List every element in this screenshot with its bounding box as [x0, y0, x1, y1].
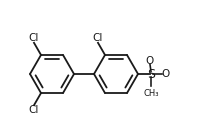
Text: O: O: [162, 69, 170, 79]
Text: S: S: [147, 67, 155, 80]
Text: O: O: [146, 56, 154, 66]
Text: CH₃: CH₃: [143, 89, 159, 97]
Text: Cl: Cl: [29, 33, 39, 43]
Text: Cl: Cl: [93, 33, 103, 43]
Text: Cl: Cl: [29, 105, 39, 115]
